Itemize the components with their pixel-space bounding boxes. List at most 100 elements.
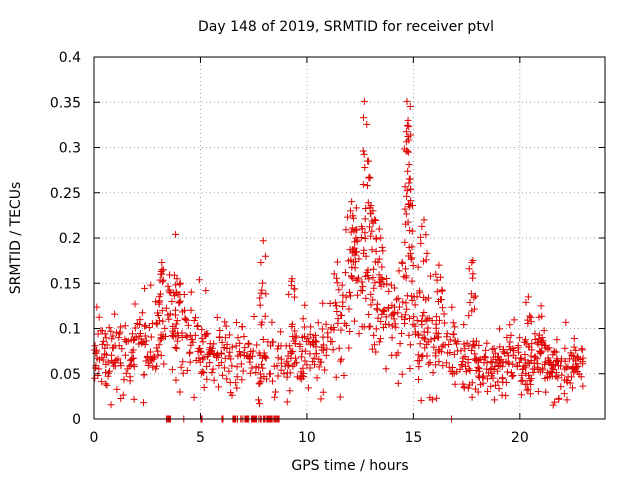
data-point (424, 294, 432, 302)
data-point (465, 365, 473, 373)
data-point (94, 371, 102, 379)
data-point (365, 275, 373, 283)
data-point (435, 316, 443, 324)
data-point (158, 307, 166, 315)
data-point (437, 348, 445, 356)
data-point (435, 297, 443, 305)
data-point (189, 338, 197, 346)
data-point (476, 367, 484, 375)
data-point (359, 181, 367, 189)
data-point (341, 269, 349, 277)
data-point (157, 352, 165, 360)
data-point (350, 227, 358, 235)
data-point (398, 370, 406, 378)
data-point (95, 365, 103, 373)
data-point (488, 345, 496, 353)
data-point (402, 210, 410, 218)
data-point (238, 323, 246, 331)
data-point (142, 322, 150, 330)
y-tick-label: 0.3 (59, 141, 81, 157)
data-point (161, 324, 169, 332)
data-point (238, 376, 246, 384)
data-point (240, 332, 248, 340)
data-point (102, 380, 110, 388)
data-point (177, 363, 185, 371)
data-point (248, 364, 256, 372)
data-point (272, 388, 280, 396)
data-point (573, 363, 581, 371)
data-point (151, 353, 159, 361)
data-point (570, 335, 578, 343)
data-point (140, 399, 148, 407)
data-point (236, 339, 244, 347)
data-point (403, 187, 411, 195)
data-point (101, 330, 109, 338)
data-point (368, 345, 376, 353)
data-point (261, 312, 269, 320)
data-point (524, 358, 532, 366)
data-point (537, 338, 545, 346)
data-point (389, 310, 397, 318)
grid-lines (94, 57, 605, 419)
data-point (217, 359, 225, 367)
x-tick-label: 5 (196, 430, 205, 446)
data-point (496, 325, 504, 333)
data-point (393, 296, 401, 304)
data-point (262, 252, 270, 260)
data-point (392, 323, 400, 331)
data-point (460, 321, 468, 329)
data-point (104, 358, 112, 366)
data-point (464, 356, 472, 364)
data-point (554, 374, 562, 382)
data-point (315, 363, 323, 371)
data-point (322, 320, 330, 328)
axis-ticks (93, 56, 605, 420)
data-point (293, 373, 301, 381)
data-point (342, 322, 350, 330)
data-point (130, 395, 138, 403)
data-point (401, 319, 409, 327)
data-point (532, 353, 540, 361)
data-point (125, 362, 133, 370)
data-point (527, 318, 535, 326)
data-point (405, 315, 413, 323)
data-point (310, 354, 318, 362)
data-point (440, 310, 448, 318)
data-point (398, 259, 406, 267)
data-point (481, 353, 489, 361)
data-point (289, 347, 297, 355)
data-point (233, 384, 241, 392)
data-point (420, 216, 428, 224)
data-point (367, 202, 375, 210)
data-point (406, 341, 414, 349)
data-point (514, 342, 522, 350)
data-point (140, 322, 148, 330)
data-point (361, 215, 369, 223)
data-point (91, 374, 99, 382)
data-point (228, 391, 236, 399)
data-point (441, 319, 449, 327)
data-point (401, 183, 409, 191)
data-point (468, 259, 476, 267)
data-point (373, 305, 381, 313)
data-point (245, 340, 253, 348)
data-point (305, 384, 313, 392)
data-point (348, 198, 356, 206)
data-point (479, 373, 487, 381)
data-point (557, 383, 565, 391)
data-point (228, 343, 236, 351)
data-point (413, 293, 421, 301)
data-point (431, 334, 439, 342)
data-point (186, 358, 194, 366)
x-tick-labels: 0 5 10 15 20 (90, 430, 529, 446)
data-point (274, 354, 282, 362)
data-point (551, 398, 559, 406)
data-point (413, 316, 421, 324)
data-point (483, 375, 491, 383)
data-point (402, 299, 410, 307)
data-point (358, 225, 366, 233)
data-point (552, 348, 560, 356)
data-point (369, 207, 377, 215)
data-point (274, 345, 282, 353)
data-point (269, 338, 277, 346)
